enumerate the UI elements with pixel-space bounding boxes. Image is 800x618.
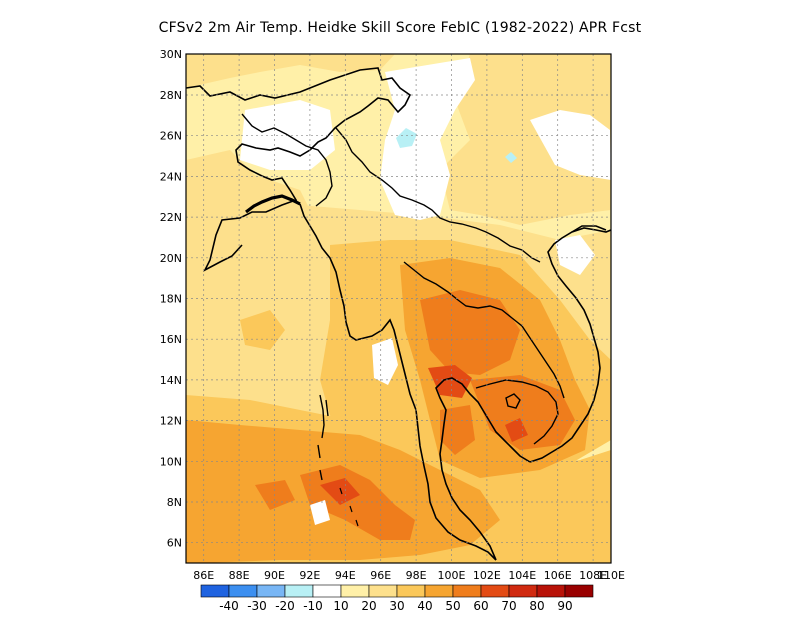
y-tick-label: 6N	[167, 537, 182, 550]
x-tick-label: 110E	[597, 569, 625, 582]
x-tick-label: 104E	[508, 569, 536, 582]
x-tick-label: 88E	[229, 569, 250, 582]
x-tick-label: 106E	[544, 569, 572, 582]
colorbar-label: 70	[501, 599, 516, 613]
y-tick-label: 12N	[160, 415, 182, 428]
andaman-islands	[317, 394, 329, 481]
colorbar-swatch	[228, 584, 258, 598]
y-tick-label: 28N	[160, 89, 182, 102]
colorbar-label: -40	[219, 599, 239, 613]
colorbar-label: -20	[275, 599, 295, 613]
colorbar-swatch	[284, 584, 314, 598]
colorbar-swatch	[452, 584, 482, 598]
colorbar-swatch	[564, 584, 594, 598]
india-border	[241, 113, 333, 207]
burma-coast	[299, 203, 497, 561]
colorbar-swatches	[200, 584, 594, 598]
cambodia-border	[475, 379, 559, 445]
y-tick-label: 10N	[160, 455, 182, 468]
map-title: CFSv2 2m Air Temp. Heidke Skill Score Fe…	[158, 20, 642, 36]
region-50-60-thailand	[420, 290, 520, 375]
region-neutral-plain	[555, 235, 595, 275]
thailand-laos-border	[403, 261, 565, 399]
region-20-30-north	[186, 54, 395, 88]
colorbar-label: -30	[247, 599, 267, 613]
region-60-70-thailand	[428, 365, 472, 398]
y-axis-labels: 6N 8N 10N 12N 14N 16N 18N 20N 22N 24N 26…	[160, 48, 182, 550]
colorbar-swatch	[536, 584, 566, 598]
colorbar-swatch	[424, 584, 454, 598]
colorbar-label: -10	[303, 599, 323, 613]
colorbar-swatch	[200, 584, 230, 598]
colorbar-label: 50	[445, 599, 460, 613]
region-negative-east	[505, 152, 517, 163]
region-30-40-west-small	[240, 310, 285, 350]
region-neutral-burma	[372, 338, 398, 385]
colorbar-label: 30	[389, 599, 404, 613]
plot-frame	[185, 53, 612, 564]
y-tick-label: 14N	[160, 374, 182, 387]
y-tick-label: 16N	[160, 333, 182, 346]
x-tick-label: 98E	[406, 569, 427, 582]
y-tick-label: 8N	[167, 496, 182, 509]
colorbar-label: 20	[361, 599, 376, 613]
region-negative-tibet	[396, 128, 417, 148]
bangladesh-delta-coast	[245, 194, 301, 214]
colorbar-label: 10	[333, 599, 348, 613]
colorbar-labels: -40 -30 -20 -10 10 20 30 40 50 60 70 80 …	[219, 599, 572, 613]
colorbar-label: 90	[557, 599, 572, 613]
region-50-60-gulf	[440, 405, 475, 455]
x-tick-label: 96E	[370, 569, 391, 582]
region-neutral-himalaya	[380, 58, 475, 220]
y-tick-label: 24N	[160, 170, 182, 183]
colorbar-swatch	[340, 584, 370, 598]
x-tick-label: 92E	[299, 569, 320, 582]
colorbar-label: 60	[473, 599, 488, 613]
gridlines	[186, 54, 611, 563]
colorbar-swatch	[396, 584, 426, 598]
colorbar-swatch	[368, 584, 398, 598]
y-tick-label: 22N	[160, 211, 182, 224]
region-neutral-east	[530, 110, 611, 180]
hainan-coast	[571, 225, 607, 233]
region-20-30-east	[440, 54, 611, 225]
region-neutral-bay	[310, 500, 330, 525]
x-tick-label: 86E	[193, 569, 214, 582]
region-50-60-bay-west	[255, 480, 295, 510]
colorbar-swatch	[256, 584, 286, 598]
y-tick-label: 30N	[160, 48, 182, 61]
region-60-70-andaman	[320, 478, 360, 505]
vietnam-coast	[529, 227, 611, 463]
x-tick-label: 100E	[438, 569, 466, 582]
burma-border	[335, 127, 541, 263]
x-tick-label: 108E	[579, 569, 607, 582]
y-tick-label: 26N	[160, 130, 182, 143]
x-tick-label: 90E	[264, 569, 285, 582]
x-tick-label: 102E	[473, 569, 501, 582]
nicobar-islands	[339, 487, 359, 527]
tonle-sap-lake	[505, 393, 521, 409]
colorbar-swatch	[480, 584, 510, 598]
y-tick-label: 18N	[160, 293, 182, 306]
colorbar-label: 40	[417, 599, 432, 613]
colorbar: -40 -30 -20 -10 10 20 30 40 50 60 70 80 …	[200, 584, 594, 613]
x-tick-label: 94E	[335, 569, 356, 582]
colorbar-swatch	[312, 584, 342, 598]
shading-layers	[186, 54, 611, 563]
x-axis-labels: 86E 88E 90E 92E 94E 96E 98E 100E 102E 10…	[193, 569, 625, 582]
thailand-gulf-coast	[435, 377, 531, 561]
colorbar-swatch	[508, 584, 538, 598]
y-tick-label: 20N	[160, 252, 182, 265]
colorbar-label: 80	[529, 599, 544, 613]
